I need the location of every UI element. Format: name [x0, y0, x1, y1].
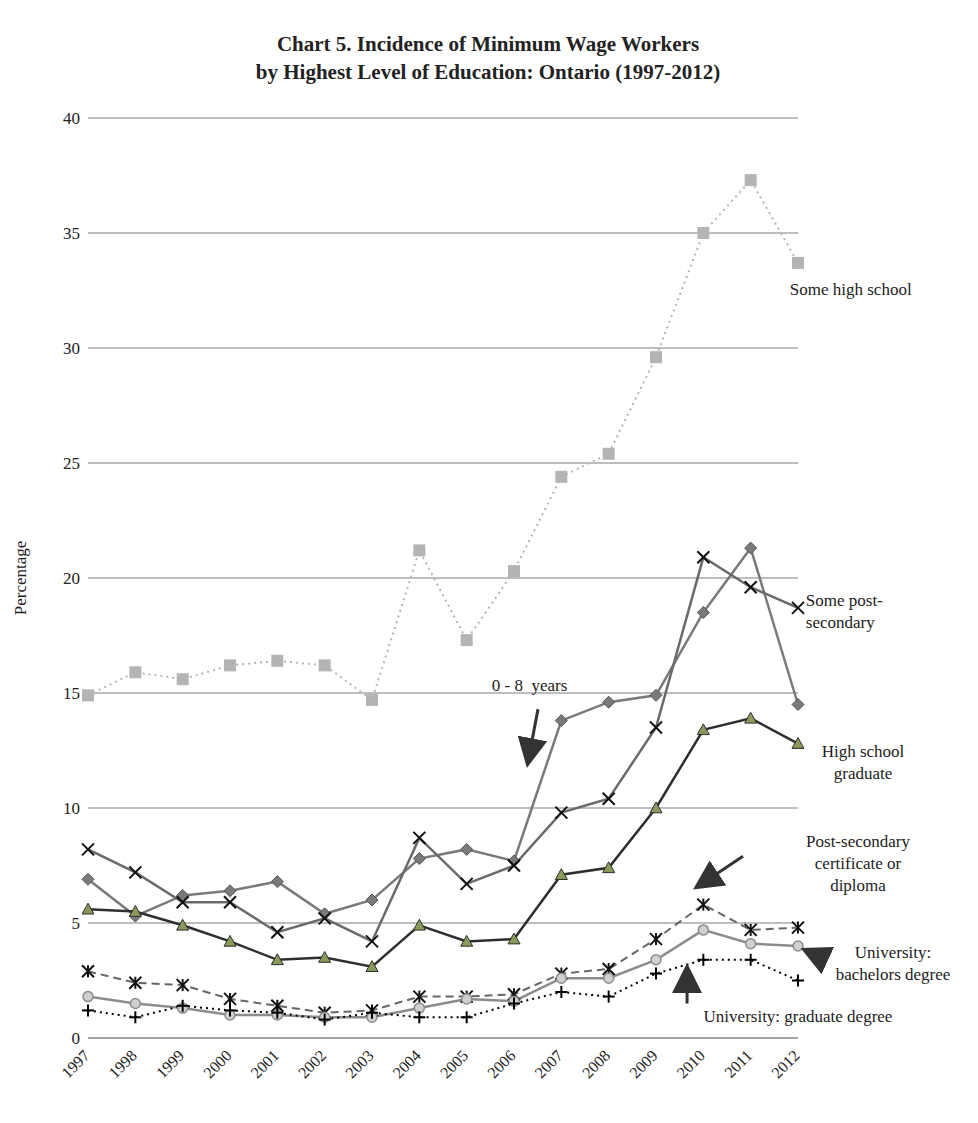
svg-text:1997: 1997	[58, 1047, 93, 1082]
svg-text:20: 20	[63, 569, 80, 588]
svg-text:40: 40	[63, 109, 80, 128]
svg-text:5: 5	[72, 914, 81, 933]
svg-text:Post-secondarycertificate ordi: Post-secondarycertificate ordiploma	[806, 832, 910, 895]
svg-text:30: 30	[63, 339, 80, 358]
svg-text:2009: 2009	[626, 1047, 661, 1082]
svg-text:2004: 2004	[389, 1047, 424, 1082]
svg-text:1999: 1999	[153, 1047, 188, 1082]
svg-text:Percentage: Percentage	[11, 541, 30, 616]
svg-text:2000: 2000	[200, 1047, 235, 1082]
svg-text:Some post-secondary: Some post-secondary	[806, 591, 883, 632]
svg-text:2012: 2012	[768, 1047, 803, 1082]
svg-text:0 - 8 years: 0 - 8 years	[492, 676, 568, 695]
svg-text:2003: 2003	[342, 1047, 377, 1082]
svg-text:2002: 2002	[295, 1047, 330, 1082]
svg-text:High schoolgraduate: High schoolgraduate	[822, 742, 905, 783]
svg-text:2010: 2010	[673, 1047, 708, 1082]
svg-text:0: 0	[72, 1029, 81, 1048]
svg-text:2006: 2006	[484, 1047, 519, 1082]
svg-text:University: graduate degree: University: graduate degree	[704, 1007, 893, 1026]
svg-text:15: 15	[63, 684, 80, 703]
svg-text:2008: 2008	[579, 1047, 614, 1082]
svg-text:2005: 2005	[437, 1047, 472, 1082]
svg-text:Some high school: Some high school	[790, 280, 912, 299]
svg-text:2001: 2001	[247, 1047, 282, 1082]
svg-text:2011: 2011	[721, 1047, 755, 1081]
svg-text:25: 25	[63, 454, 80, 473]
svg-text:10: 10	[63, 799, 80, 818]
svg-text:University:bachelors degree: University:bachelors degree	[836, 943, 951, 984]
svg-text:35: 35	[63, 224, 80, 243]
html-text:Chart 5. Incidence of Minimum: Chart 5. Incidence of Minimum Wage Worke…	[255, 32, 721, 84]
svg-text:2007: 2007	[531, 1047, 566, 1082]
svg-text:1998: 1998	[105, 1047, 140, 1082]
